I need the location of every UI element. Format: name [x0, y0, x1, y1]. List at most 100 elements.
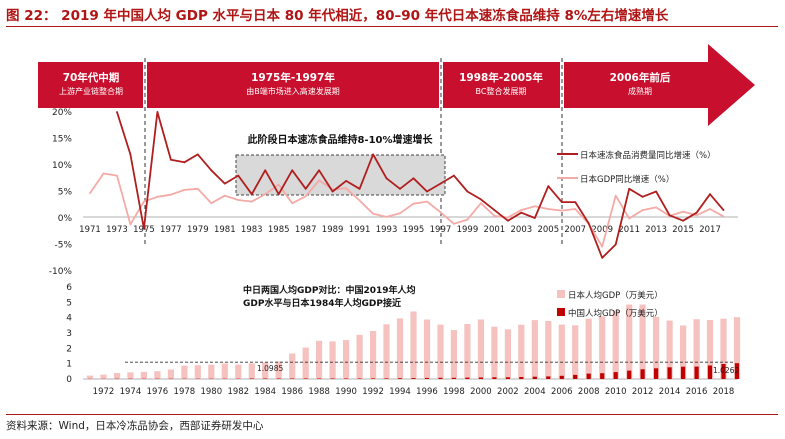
gdp-growth-line-point — [480, 202, 482, 205]
top-ytick-label: 15% — [52, 135, 72, 145]
legend-label-gdp-growth: 日本GDP同比增速（%） — [580, 174, 674, 185]
china-gdp-bar — [465, 377, 470, 379]
consumption-growth-line-point — [196, 153, 199, 156]
top-xtick-label: 1987 — [295, 225, 317, 235]
japan-gdp-bar — [383, 324, 390, 379]
consumption-growth-line-point — [655, 190, 657, 193]
top-xtick-label: 2003 — [511, 225, 533, 235]
bottom-ytick-label: 0 — [66, 375, 72, 385]
bottom-xtick-label: 2006 — [551, 387, 573, 397]
consumption-growth-line-point — [385, 177, 388, 180]
consumption-growth-line-point — [641, 195, 644, 198]
reference-label: 1.0985 — [257, 364, 283, 373]
gdp-growth-line-point — [641, 209, 644, 212]
consumption-growth-line-point — [628, 187, 631, 190]
top-ytick-label: 10% — [52, 161, 72, 171]
china-gdp-bar — [586, 373, 591, 379]
gdp-growth-line-point — [722, 215, 725, 218]
gdp-growth-line-point — [170, 193, 172, 196]
bottom-xtick-label: 1976 — [147, 387, 169, 397]
china-gdp-bar — [384, 378, 389, 379]
bottom-xtick-label: 2018 — [713, 387, 735, 397]
gdp-growth-line-point — [628, 217, 631, 220]
china-gdp-bar — [344, 378, 349, 379]
japan-gdp-bar — [113, 373, 121, 379]
consumption-growth-line-point — [493, 209, 496, 212]
top-xtick-label: 1997 — [430, 225, 452, 235]
japan-gdp-bar — [86, 375, 94, 379]
consumption-growth-line-point — [507, 219, 509, 222]
legend-label-consumption: 日本速冻食品消费量同比增速（%） — [580, 150, 716, 161]
china-gdp-bar — [721, 364, 726, 379]
gdp-growth-line-point — [385, 216, 388, 218]
china-gdp-bar — [397, 378, 403, 379]
bottom-xtick-label: 1982 — [227, 387, 249, 397]
japan-gdp-bar — [370, 331, 377, 379]
japan-gdp-bar — [626, 304, 633, 379]
consumption-growth-line-point — [722, 209, 725, 212]
legend-label-china-gdp: 中国人均GDP（万美元） — [568, 308, 663, 319]
consumption-growth-line-point — [264, 169, 267, 172]
gdp-growth-line-point — [412, 202, 415, 205]
gdp-growth-line-point — [399, 212, 401, 215]
consumption-growth-line-point — [601, 256, 604, 259]
gdp-growth-line-point — [143, 200, 145, 203]
china-gdp-bar — [519, 377, 524, 379]
japan-gdp-bar — [680, 325, 687, 379]
top-xtick-label: 1975 — [133, 225, 155, 235]
china-gdp-bar — [317, 378, 322, 379]
japan-gdp-bar — [558, 324, 565, 379]
japan-gdp-bar — [235, 364, 242, 379]
gdp-growth-line-point — [129, 223, 132, 226]
top-xtick-label: 2007 — [564, 225, 586, 235]
china-gdp-bar — [276, 378, 281, 379]
japan-gdp-bar — [423, 319, 431, 379]
consumption-growth-line-point — [426, 190, 428, 193]
gdp-growth-line-point — [345, 187, 347, 190]
consumption-growth-line-point — [574, 201, 577, 204]
china-gdp-bar — [654, 368, 659, 379]
gdp-growth-line-point — [372, 212, 374, 215]
china-gdp-bar — [532, 376, 537, 379]
consumption-growth-line-point — [345, 180, 347, 182]
consumption-growth-line-point — [668, 214, 671, 217]
gdp-growth-line-point — [466, 218, 469, 221]
top-xtick-label: 2009 — [591, 225, 613, 235]
japan-gdp-bar — [545, 321, 552, 379]
japan-gdp-bar — [531, 320, 538, 379]
consumption-growth-line-point — [682, 219, 684, 222]
top-xtick-label: 1973 — [106, 225, 128, 235]
japan-gdp-bar — [410, 311, 417, 379]
consumption-growth-line-point — [250, 193, 253, 196]
consumption-growth-line-point — [695, 211, 698, 214]
gdp-growth-line-point — [223, 194, 226, 197]
consumption-growth-line-point — [156, 111, 159, 113]
legend-label-japan-gdp: 日本人均GDP（万美元） — [568, 290, 663, 301]
bottom-ytick-label: 5 — [66, 298, 72, 308]
china-gdp-bar — [627, 370, 632, 379]
bottom-xtick-label: 1974 — [120, 387, 142, 397]
japan-gdp-bar — [706, 320, 714, 379]
top-xtick-label: 1983 — [241, 225, 263, 235]
phase-4-title: 2006年前后 — [610, 71, 671, 84]
consumption-growth-line-point — [318, 169, 320, 172]
japan-gdp-bar — [477, 319, 484, 379]
gdp-growth-line-point — [493, 215, 496, 217]
gdp-growth-line-point — [614, 194, 617, 197]
gdp-growth-line-point — [439, 211, 442, 214]
top-xtick-label: 2013 — [645, 225, 667, 235]
japan-gdp-bar — [585, 318, 592, 379]
japan-gdp-bar — [127, 372, 134, 379]
gdp-growth-line-point — [709, 208, 711, 210]
footer-rule — [6, 414, 778, 415]
phase-1-title: 70年代中期 — [63, 71, 120, 84]
japan-gdp-bar — [464, 324, 471, 379]
bottom-xtick-label: 1990 — [335, 387, 357, 397]
top-xtick-label: 2017 — [699, 225, 721, 235]
bottom-xtick-label: 1978 — [174, 387, 196, 397]
japan-gdp-bar — [316, 340, 323, 379]
bottom-ytick-label: 6 — [66, 283, 72, 293]
top-ytick-label: 0% — [58, 214, 73, 224]
china-gdp-bar — [249, 378, 254, 379]
top-ytick-label: 5% — [58, 188, 73, 198]
